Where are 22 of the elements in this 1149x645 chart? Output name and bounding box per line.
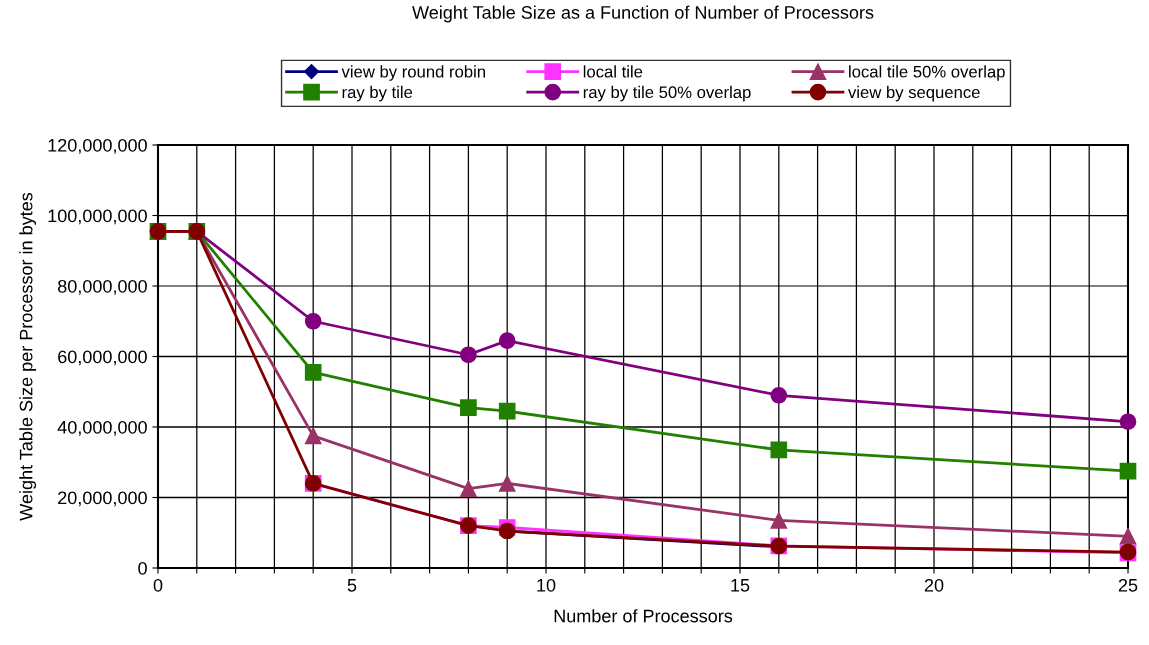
legend-label: ray by tile 50% overlap bbox=[583, 85, 751, 102]
y-tick-label: 120,000,000 bbox=[48, 138, 147, 154]
y-tick-label: 60,000,000 bbox=[58, 350, 147, 366]
y-tick-label: 100,000,000 bbox=[48, 209, 147, 225]
x-tick-label: 15 bbox=[731, 579, 750, 592]
y-tick-label: 40,000,000 bbox=[57, 420, 147, 436]
x-axis-title: Number of Processors bbox=[554, 609, 733, 623]
chart-title: Weight Table Size as a Function of Number of Processors bbox=[412, 5, 874, 23]
y-tick-label: 80,000,000 bbox=[58, 279, 147, 295]
legend-label: view by sequence bbox=[848, 85, 980, 102]
x-tick-label: 10 bbox=[537, 578, 556, 592]
y-axis-title: Weight Table Size per Processor in bytes bbox=[19, 192, 37, 521]
legend-label: local tile 50% overlap bbox=[849, 65, 1005, 81]
y-tick-label: 0 bbox=[138, 561, 147, 575]
legend-label: view by round robin bbox=[341, 65, 485, 81]
legend-label: local tile bbox=[583, 65, 643, 78]
x-tick-label: 5 bbox=[347, 579, 357, 592]
y-tick-label: 20,000,000 bbox=[58, 491, 147, 507]
legend-label: ray by tile bbox=[342, 85, 413, 102]
x-tick-label: 0 bbox=[153, 578, 163, 592]
x-tick-label: 25 bbox=[1118, 578, 1138, 592]
x-tick-label: 20 bbox=[924, 578, 944, 592]
